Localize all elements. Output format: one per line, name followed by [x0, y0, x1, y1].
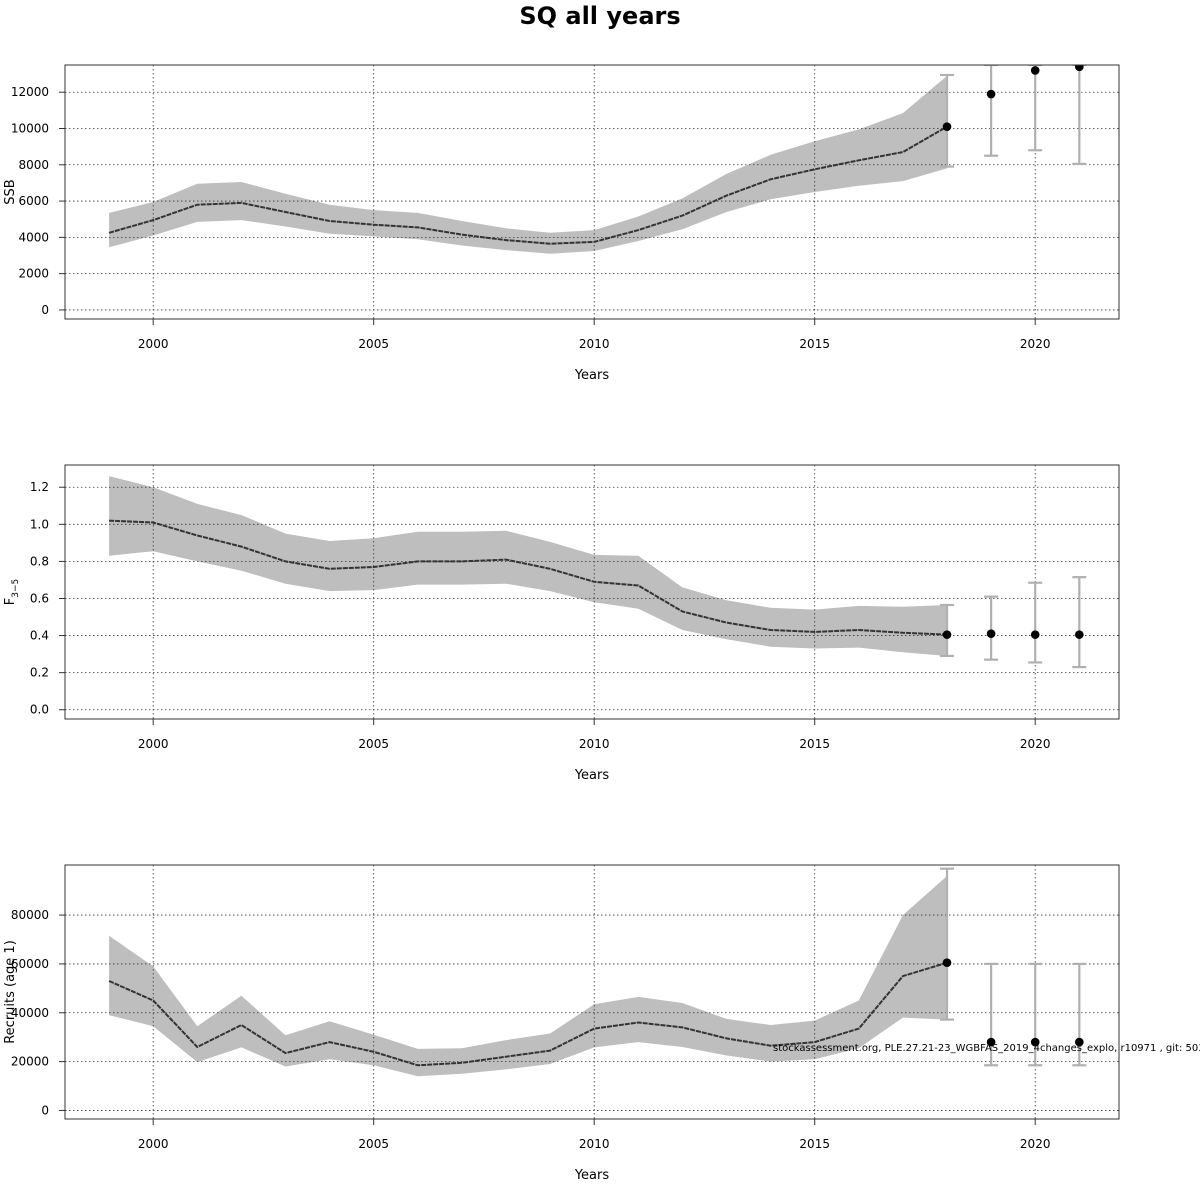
y-tick-label: 0.0: [30, 703, 49, 717]
x-tick-label: 2010: [579, 337, 610, 351]
recruits-panel: 2000 2005 2010 2015 2020 0 20000 40000 60000 8000…: [3, 864, 1120, 1183]
projection-point: [942, 630, 952, 639]
y-axis-label: SSB: [3, 179, 18, 204]
y-tick-label: 60000: [11, 957, 49, 971]
x-axis-label: Years: [574, 768, 610, 783]
x-tick-label: 2010: [579, 737, 610, 751]
x-tick-label: 2020: [1020, 337, 1051, 351]
confidence-band: [109, 476, 948, 656]
projection-point: [986, 629, 996, 639]
projection-point: [1075, 1037, 1084, 1047]
plot-frame: [64, 464, 1120, 720]
y-axis-label-main: F: [3, 598, 18, 605]
projection-point: [1075, 630, 1084, 639]
x-axis-label: Years: [574, 1168, 610, 1183]
footnote: stockassessment.org, PLE.27.21-23_WGBFAS…: [773, 1043, 1200, 1054]
y-axis-label: Recruits (age 1): [3, 940, 18, 1044]
y-axis-label-main: SSB: [3, 179, 18, 204]
fishing-mortality-panel: 2000 2005 2010 2015 2020 0.0 0.2 0.4 0.6 0.8 1.0 1.…: [3, 464, 1120, 783]
ssb-panel: 2000 2005 2010 2015 2020 0 2000 4000 6000 8000 100…: [3, 64, 1120, 383]
y-tick-label: 0.6: [30, 591, 49, 605]
confidence-band: [109, 876, 948, 1077]
y-tick-label: 0.4: [30, 629, 49, 643]
x-tick-label: 2010: [579, 1137, 610, 1151]
confidence-band: [109, 75, 948, 254]
y-tick-label: 2000: [18, 267, 49, 281]
x-tick-label: 2015: [799, 337, 830, 351]
y-tick-label: 1.2: [30, 480, 49, 494]
y-tick-label: 40000: [11, 1006, 49, 1020]
y-tick-label: 0: [41, 1103, 49, 1117]
estimate-line: [108, 961, 948, 1067]
chart-title: SQ all years: [519, 2, 680, 30]
x-tick-label: 2005: [358, 1137, 389, 1151]
x-tick-label: 2020: [1020, 737, 1051, 751]
projection-point: [942, 122, 952, 131]
x-tick-label: 2015: [799, 1137, 830, 1151]
y-tick-label: 0: [41, 303, 49, 317]
plot-area: [65, 65, 1119, 319]
y-axis-label-subscript: 3−5: [11, 579, 21, 598]
plot-frame: [64, 64, 1120, 320]
y-tick-label: 20000: [11, 1055, 49, 1069]
projection-point: [1030, 1037, 1040, 1047]
y-tick-label: 0.8: [30, 554, 49, 568]
projection-point: [1030, 66, 1040, 75]
y-tick-label: 0.2: [30, 666, 49, 680]
y-tick-label: 1.0: [30, 517, 49, 531]
plot-area: [65, 865, 1119, 1119]
y-tick-label: 4000: [18, 230, 49, 244]
x-tick-label: 2000: [138, 737, 169, 751]
plot-frame: [64, 864, 1120, 1120]
x-tick-label: 2000: [138, 1137, 169, 1151]
x-axis-label: Years: [574, 368, 610, 383]
projection-point: [942, 958, 952, 967]
x-tick-label: 2015: [799, 737, 830, 751]
estimate-line: [108, 125, 948, 245]
projection-point: [1075, 65, 1084, 72]
y-axis-label-main: Recruits (age 1): [3, 940, 18, 1044]
projection-point: [986, 1037, 996, 1047]
y-tick-label: 80000: [11, 908, 49, 922]
x-tick-label: 2020: [1020, 1137, 1051, 1151]
projection-point: [986, 89, 996, 99]
estimate-line: [109, 519, 948, 636]
plot-area: [65, 465, 1119, 719]
projection-point: [1030, 630, 1040, 639]
y-tick-label: 10000: [11, 122, 49, 136]
x-tick-label: 2005: [358, 737, 389, 751]
x-tick-label: 2005: [358, 337, 389, 351]
y-tick-label: 12000: [11, 85, 49, 99]
x-tick-label: 2000: [138, 337, 169, 351]
y-tick-label: 6000: [18, 194, 49, 208]
y-tick-label: 8000: [18, 158, 49, 172]
y-axis-label: F3−5: [3, 579, 21, 605]
